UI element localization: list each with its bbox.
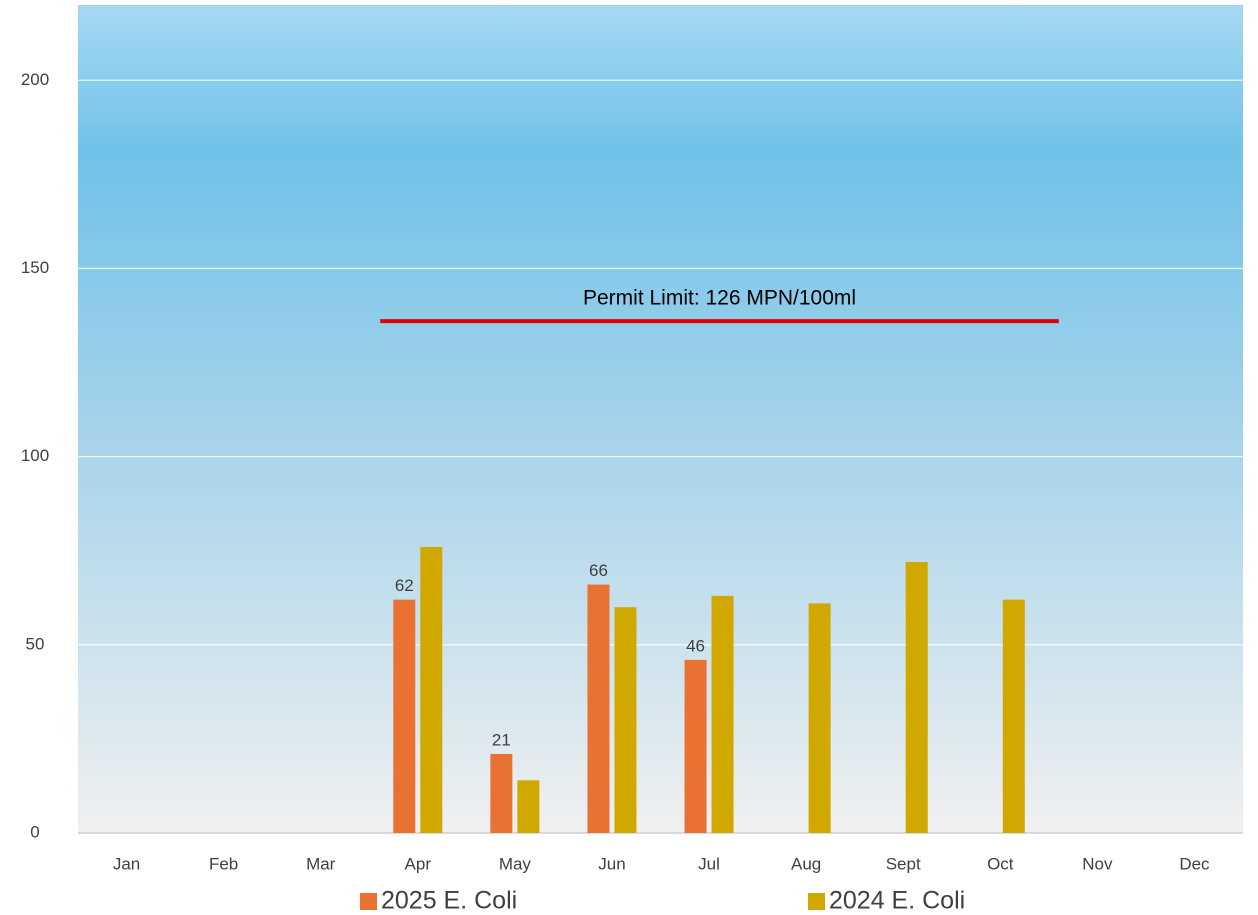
x-tick-label: May [499, 854, 532, 873]
bar [393, 599, 416, 833]
x-tick-label: Oct [987, 854, 1014, 873]
x-tick-label: Jan [113, 854, 140, 873]
bar [614, 607, 637, 833]
y-tick-label: 50 [26, 634, 45, 653]
bar [420, 546, 443, 833]
y-tick-label: 150 [21, 258, 49, 277]
y-tick-label: 200 [21, 70, 49, 89]
x-tick-label: Jun [598, 854, 625, 873]
bar [1002, 599, 1025, 833]
y-tick-label: 100 [21, 446, 49, 465]
bar [490, 753, 513, 833]
x-tick-label: Apr [405, 854, 432, 873]
x-tick-label: Mar [306, 854, 336, 873]
legend-swatch [360, 893, 377, 910]
bar [587, 584, 610, 833]
x-tick-label: Feb [209, 854, 238, 873]
legend-label: 2025 E. Coli [381, 887, 517, 915]
bar [711, 595, 734, 833]
x-tick-label: Jul [698, 854, 720, 873]
x-tick-label: Sept [886, 854, 921, 873]
bar [808, 603, 831, 833]
data-label: 46 [686, 636, 705, 655]
y-tick-label: 0 [30, 822, 39, 841]
legend-label: 2024 E. Coli [829, 887, 965, 915]
x-tick-label: Nov [1082, 854, 1113, 873]
bar [905, 562, 928, 833]
data-label: 62 [395, 576, 414, 595]
x-tick-label: Aug [791, 854, 821, 873]
bar [684, 659, 707, 833]
legend-swatch [808, 893, 825, 910]
bar [517, 780, 540, 833]
data-label: 66 [589, 561, 608, 580]
plot-area [78, 5, 1243, 833]
reference-label: Permit Limit: 126 MPN/100ml [583, 287, 856, 310]
x-tick-label: Dec [1179, 854, 1210, 873]
data-label: 21 [492, 730, 511, 749]
